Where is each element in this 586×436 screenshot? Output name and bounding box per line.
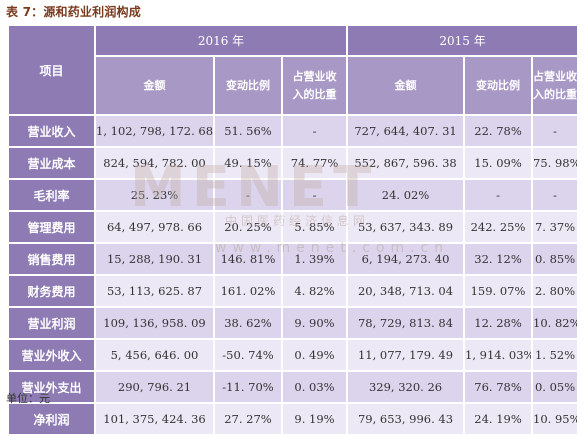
change-2016: 20. 25% [213, 210, 283, 244]
share-2016: 0. 49% [280, 338, 349, 372]
share-2016: - [280, 114, 349, 148]
table-title: 表 7：源和药业利润构成 [6, 5, 141, 19]
change-2015: - [463, 178, 534, 212]
amount-2015: 6, 194, 273. 40 [346, 242, 466, 276]
table-row: 营业利润 109, 136, 958. 09 38. 62% 9. 90% 78… [7, 306, 580, 340]
row-label: 营业收入 [7, 114, 96, 148]
table-row: 净利润 101, 375, 424. 36 27. 27% 9. 19% 79,… [7, 402, 580, 436]
amount-2016: 5, 456, 646. 00 [94, 338, 215, 372]
table-row: 营业成本 824, 594, 782. 00 49. 15% 74. 77% 5… [7, 146, 580, 180]
amount-2016: 109, 136, 958. 09 [94, 306, 215, 340]
amount-2016: 1, 102, 798, 172. 68 [94, 114, 215, 148]
change-2016: 146. 81% [213, 242, 283, 276]
amount-2015: 79, 653, 996. 43 [346, 402, 466, 436]
change-2015: 76. 78% [463, 370, 534, 404]
change-2015: 22. 78% [463, 114, 534, 148]
row-label: 营业外支出 [7, 370, 96, 404]
header-share-line2: 入的比重 [292, 87, 337, 101]
change-2015: 12. 28% [463, 306, 534, 340]
change-2016: 27. 27% [213, 402, 283, 436]
table-row: 管理费用 64, 497, 978. 66 20. 25% 5. 85% 53,… [7, 210, 580, 244]
header-share-line1: 占营业收 [533, 69, 578, 83]
row-label: 营业成本 [7, 146, 96, 180]
share-2015: 1. 52% [531, 338, 580, 372]
share-2016: 1. 39% [280, 242, 349, 276]
unit-note: 单位：元 [6, 392, 50, 405]
change-2015: 32. 12% [463, 242, 534, 276]
row-label: 毛利率 [7, 178, 96, 212]
table-row: 财务费用 53, 113, 625. 87 161. 02% 4. 82% 20… [7, 274, 580, 308]
header-amount-2016: 金额 [94, 55, 215, 116]
share-2015: 10. 82% [531, 306, 580, 340]
change-2016: -50. 74% [213, 338, 283, 372]
change-2016: 49. 15% [213, 146, 283, 180]
watermark-subtitle: 中国医药经济信息网 [225, 214, 370, 228]
table-row: 营业外收入 5, 456, 646. 00 -50. 74% 0. 49% 11… [7, 338, 580, 372]
header-year-2015: 2015 年 [346, 24, 580, 57]
watermark-url: www.menet.com.cn [215, 240, 450, 256]
row-label: 销售费用 [7, 242, 96, 276]
change-2015: 159. 07% [463, 274, 534, 308]
share-2016: 9. 90% [280, 306, 349, 340]
table-row: 营业外支出 290, 796. 21 -11. 70% 0. 03% 329, … [7, 370, 580, 404]
header-share-line1: 占营业收 [292, 69, 337, 83]
header-share-2016: 占营业收 入的比重 [280, 55, 349, 116]
amount-2016: 53, 113, 625. 87 [94, 274, 215, 308]
amount-2016: 64, 497, 978. 66 [94, 210, 215, 244]
change-2015: 242. 25% [463, 210, 534, 244]
header-change-2016: 变动比例 [213, 55, 283, 116]
amount-2015: 20, 348, 713. 04 [346, 274, 466, 308]
change-2016: 51. 56% [213, 114, 283, 148]
profit-composition-table: 项目 2016 年 2015 年 金额 变动比例 占营业收 入的比重 金额 变动… [7, 24, 580, 436]
share-2016: 9. 19% [280, 402, 349, 436]
amount-2015: 78, 729, 813. 84 [346, 306, 466, 340]
share-2016: 74. 77% [280, 146, 349, 180]
amount-2016: 15, 288, 190. 31 [94, 242, 215, 276]
table-row: 营业收入 1, 102, 798, 172. 68 51. 56% - 727,… [7, 114, 580, 148]
row-label: 管理费用 [7, 210, 96, 244]
share-2015: 2. 80% [531, 274, 580, 308]
share-2016: 0. 03% [280, 370, 349, 404]
share-2015: 0. 85% [531, 242, 580, 276]
share-2015: 7. 37% [531, 210, 580, 244]
row-label: 财务费用 [7, 274, 96, 308]
share-2015: 75. 98% [531, 146, 580, 180]
header-share-line2: 入的比重 [533, 87, 578, 101]
row-label: 营业利润 [7, 306, 96, 340]
share-2015: - [531, 114, 580, 148]
change-2016: 38. 62% [213, 306, 283, 340]
table-row: 销售费用 15, 288, 190. 31 146. 81% 1. 39% 6,… [7, 242, 580, 276]
header-share-2015: 占营业收 入的比重 [531, 55, 580, 116]
share-2016: 4. 82% [280, 274, 349, 308]
share-2015: 10. 95% [531, 402, 580, 436]
share-2016: - [280, 178, 349, 212]
amount-2016: 101, 375, 424. 36 [94, 402, 215, 436]
share-2015: 0. 05% [531, 370, 580, 404]
amount-2015: 727, 644, 407. 31 [346, 114, 466, 148]
amount-2015: 24. 02% [346, 178, 466, 212]
header-amount-2015: 金额 [346, 55, 466, 116]
share-2016: 5. 85% [280, 210, 349, 244]
amount-2015: 53, 637, 343. 89 [346, 210, 466, 244]
share-2015: - [531, 178, 580, 212]
change-2016: - [213, 178, 283, 212]
change-2016: -11. 70% [213, 370, 283, 404]
watermark-brand: MENET [130, 155, 378, 220]
change-2015: 15. 09% [463, 146, 534, 180]
amount-2016: 824, 594, 782. 00 [94, 146, 215, 180]
amount-2016: 25. 23% [94, 178, 215, 212]
amount-2015: 11, 077, 179. 49 [346, 338, 466, 372]
row-label: 营业外收入 [7, 338, 96, 372]
header-year-2016: 2016 年 [93, 24, 349, 57]
change-2015: 24. 19% [463, 402, 534, 436]
change-2015: 1, 914. 03% [463, 338, 534, 372]
header-item: 项目 [7, 24, 96, 116]
change-2016: 161. 02% [213, 274, 283, 308]
row-label: 净利润 [7, 402, 96, 436]
amount-2015: 552, 867, 596. 38 [346, 146, 466, 180]
amount-2016: 290, 796. 21 [94, 370, 215, 404]
table-row: 毛利率 25. 23% - - 24. 02% - - [7, 178, 580, 212]
amount-2015: 329, 320. 26 [346, 370, 466, 404]
header-change-2015: 变动比例 [463, 55, 534, 116]
